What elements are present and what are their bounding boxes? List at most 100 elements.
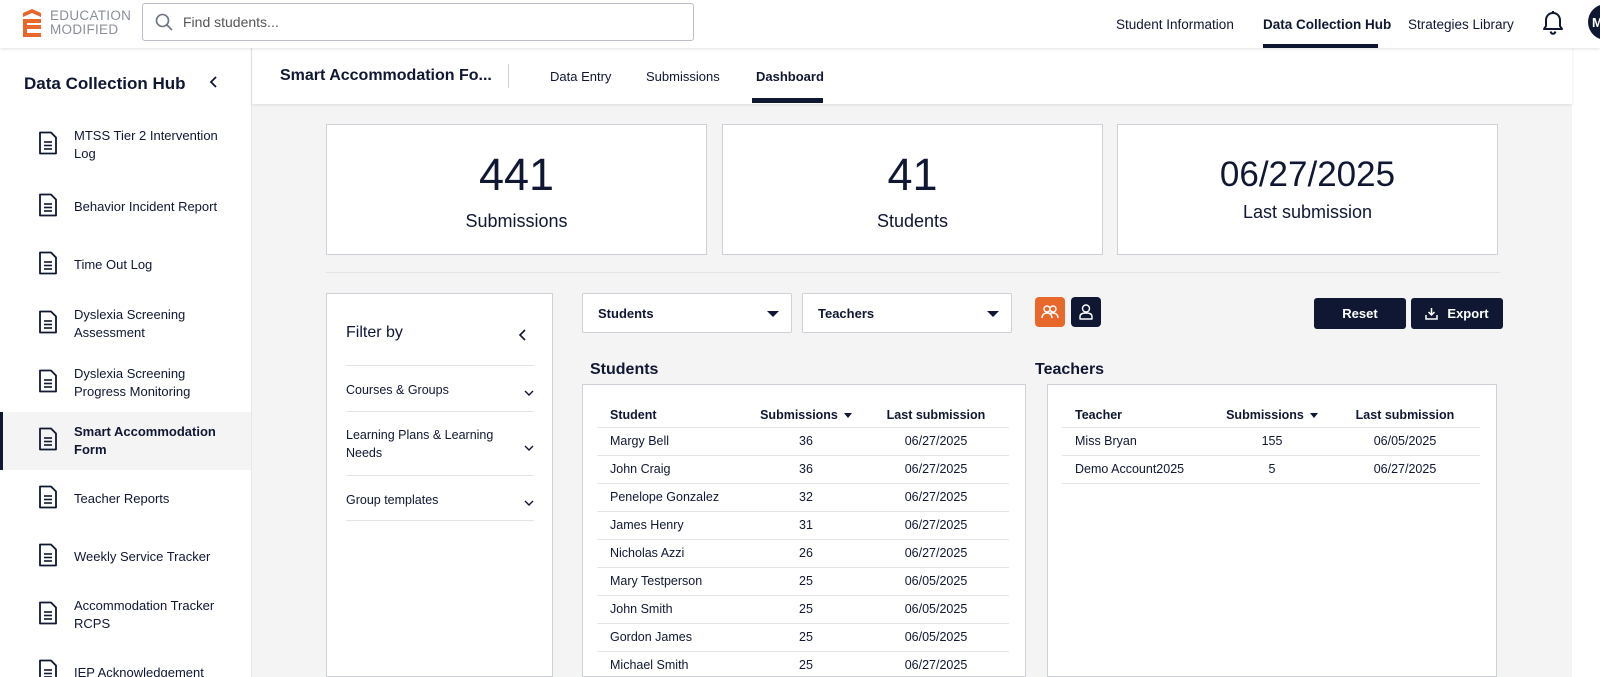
teachers-section-title: Teachers (1035, 361, 1105, 378)
tab-data-entry[interactable]: Data Entry (550, 69, 612, 84)
logo-icon (22, 8, 42, 38)
filter-row-label: Courses & Groups (346, 383, 449, 397)
dropdown-label: Students (598, 306, 654, 321)
document-icon (38, 310, 58, 339)
nav-data-collection-hub[interactable]: Data Collection Hub (1263, 16, 1392, 32)
sidebar-item[interactable]: Behavior Incident Report (0, 178, 251, 236)
table-row[interactable]: Michael Smith 25 06/27/2025 (597, 651, 1009, 676)
download-icon (1425, 308, 1439, 320)
table-row[interactable]: Penelope Gonzalez 32 06/27/2025 (597, 483, 1009, 512)
table-row[interactable]: Mary Testperson 25 06/05/2025 (597, 567, 1009, 596)
filter-learning-plans[interactable]: Learning Plans & Learning Needs (346, 411, 534, 475)
last-submission-cell: 06/05/2025 (863, 623, 1009, 652)
document-icon (38, 251, 58, 280)
nav-student-information[interactable]: Student Information (1116, 16, 1234, 32)
column-header-last-submission[interactable]: Last submission (863, 403, 1009, 428)
filter-courses-groups[interactable]: Courses & Groups (346, 365, 534, 411)
teachers-dropdown[interactable]: Teachers (802, 293, 1012, 333)
sidebar-item-label: Dyslexia Screening Assessment (74, 307, 186, 340)
nav-strategies-library[interactable]: Strategies Library (1408, 16, 1514, 32)
last-submission-cell: 06/27/2025 (1330, 455, 1480, 484)
sidebar-item[interactable]: Accommodation Tracker RCPS (0, 586, 251, 644)
caret-down-icon (767, 311, 779, 317)
column-header-submissions[interactable]: Submissions (749, 403, 863, 428)
last-submission-cell: 06/27/2025 (863, 539, 1009, 568)
individual-view-button[interactable] (1071, 297, 1101, 327)
last-submission-cell: 06/05/2025 (1330, 427, 1480, 456)
user-icon (1079, 304, 1093, 320)
form-title: Smart Accommodation Fo... (280, 67, 492, 84)
submissions-cell: 26 (749, 539, 863, 568)
reset-button[interactable]: Reset (1314, 298, 1406, 329)
table-row[interactable]: Margy Bell 36 06/27/2025 (597, 427, 1009, 456)
tab-submissions[interactable]: Submissions (646, 69, 720, 84)
sidebar-item[interactable]: IEP Acknowledgement (0, 644, 251, 677)
sidebar-item-label: Dyslexia Screening Progress Monitoring (74, 366, 191, 399)
users-icon (1041, 305, 1059, 319)
stat-card-submissions: 441 Submissions (326, 124, 707, 255)
students-panel: Student Submissions Last submission Marg… (582, 384, 1026, 677)
avatar[interactable]: M (1588, 4, 1600, 40)
document-icon (38, 543, 58, 572)
stat-value: 441 (478, 149, 555, 200)
sidebar-item-label: Time Out Log (74, 257, 153, 272)
sidebar-item-label: Behavior Incident Report (74, 199, 218, 214)
last-submission-cell: 06/05/2025 (863, 567, 1009, 596)
group-view-button[interactable] (1035, 297, 1065, 327)
column-header-submissions[interactable]: Submissions (1214, 403, 1330, 428)
sidebar-item[interactable]: Smart Accommodation Form (0, 412, 251, 470)
last-submission-cell: 06/27/2025 (863, 651, 1009, 676)
stat-value: 06/27/2025 (1219, 155, 1396, 194)
logo-line-2: MODIFIED (50, 22, 119, 37)
name-cell: Nicholas Azzi (597, 539, 749, 568)
form-header: Smart Accommodation Fo... Data Entry Sub… (252, 48, 1572, 104)
table-row[interactable]: John Smith 25 06/05/2025 (597, 595, 1009, 624)
table-row[interactable]: John Craig 36 06/27/2025 (597, 455, 1009, 484)
name-cell: Mary Testperson (597, 567, 749, 596)
chevron-left-icon[interactable] (207, 75, 221, 94)
submissions-cell: 25 (749, 623, 863, 652)
students-dropdown[interactable]: Students (582, 293, 792, 333)
table-row[interactable]: Nicholas Azzi 26 06/27/2025 (597, 539, 1009, 568)
sidebar-item-label: Weekly Service Tracker (74, 549, 211, 564)
document-icon (38, 427, 58, 456)
last-submission-cell: 06/27/2025 (863, 483, 1009, 512)
sidebar-item[interactable]: Dyslexia Screening Assessment (0, 295, 251, 353)
column-header-student[interactable]: Student (597, 403, 749, 428)
chevron-left-icon[interactable] (517, 328, 529, 347)
filter-group-templates[interactable]: Group templates (346, 475, 534, 521)
search-input[interactable] (183, 14, 663, 30)
table-row[interactable]: Miss Bryan 155 06/05/2025 (1062, 427, 1480, 456)
name-cell: John Smith (597, 595, 749, 624)
avatar-initial: M (1592, 14, 1600, 30)
sidebar-item-label: Accommodation Tracker RCPS (74, 598, 215, 631)
column-header-teacher[interactable]: Teacher (1062, 403, 1214, 428)
search-box[interactable] (142, 3, 694, 41)
sidebar: Data Collection Hub MTSS Tier 2 Interven… (0, 48, 252, 677)
table-row[interactable]: Gordon James 25 06/05/2025 (597, 623, 1009, 652)
filter-row-label: Group templates (346, 493, 439, 507)
bell-icon[interactable] (1541, 10, 1565, 41)
submissions-cell: 25 (749, 651, 863, 676)
last-submission-cell: 06/05/2025 (863, 595, 1009, 624)
column-header-last-submission[interactable]: Last submission (1330, 403, 1480, 428)
sidebar-item[interactable]: Time Out Log (0, 236, 251, 294)
table-row[interactable]: Demo Account2025 5 06/27/2025 (1062, 455, 1480, 484)
submissions-cell: 32 (749, 483, 863, 512)
tab-dashboard[interactable]: Dashboard (756, 69, 824, 84)
name-cell: Michael Smith (597, 651, 749, 676)
sidebar-item[interactable]: Dyslexia Screening Progress Monitoring (0, 354, 251, 412)
filter-panel: Filter by Courses & Groups Learning Plan… (326, 293, 553, 677)
name-cell: Margy Bell (597, 427, 749, 456)
last-submission-cell: 06/27/2025 (863, 455, 1009, 484)
sidebar-item[interactable]: MTSS Tier 2 Intervention Log (0, 116, 251, 174)
table-row[interactable]: James Henry 31 06/27/2025 (597, 511, 1009, 540)
sort-desc-icon (843, 412, 852, 418)
sidebar-item[interactable]: Teacher Reports (0, 470, 251, 528)
sidebar-item[interactable]: Weekly Service Tracker (0, 528, 251, 586)
submissions-cell: 36 (749, 427, 863, 456)
logo[interactable]: EDUCATION MODIFIED (22, 7, 131, 39)
export-button[interactable]: Export (1411, 298, 1503, 329)
stat-card-students: 41 Students (722, 124, 1103, 255)
document-icon (38, 659, 58, 677)
